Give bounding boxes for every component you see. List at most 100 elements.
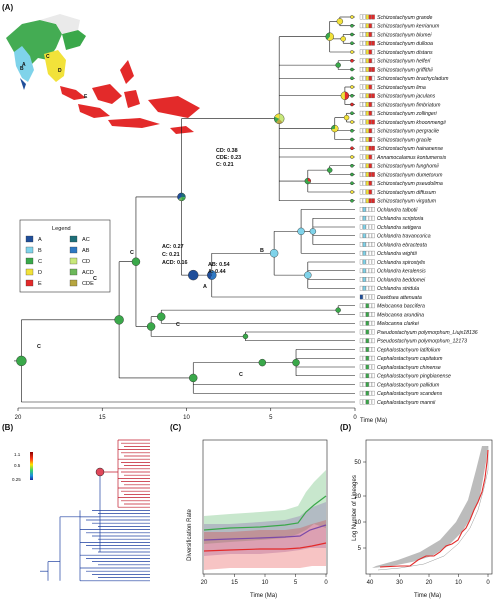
trait-box (359, 189, 375, 195)
region-map (6, 14, 200, 134)
rate-line-top (203, 495, 327, 531)
map-label-c: C (46, 54, 50, 60)
legend-swatch-acd (69, 268, 78, 276)
species-label: Ochlandra travancorica (377, 234, 431, 240)
species-label: Ochlandra ebracteata (377, 242, 427, 248)
ancestral-state-pie (350, 85, 354, 89)
panel-d-xtick: 0 (486, 580, 490, 586)
trait-box (359, 355, 375, 361)
time-axis: 20 15 10 5 0 Time (Ma) (15, 407, 387, 424)
ancestral-state-pie (350, 32, 354, 37)
time-axis-label: Time (Ma) (360, 418, 387, 424)
species-label: Schizostachyum dullooa (377, 41, 433, 47)
ancestral-state-pie (350, 67, 354, 72)
panel-d-ylabel: Log Number of Lineages (352, 475, 358, 541)
ancestral-state-pie (269, 249, 279, 258)
legend-label-e: E (38, 281, 42, 287)
legend-label-c: C (38, 259, 42, 265)
species-label: Ochlandra beddomei (377, 277, 426, 283)
ancestral-state-pie (304, 271, 312, 279)
trait-box (359, 180, 375, 186)
rate-scale-max: 1.1 (14, 452, 21, 457)
ancestral-state-pie (16, 355, 27, 367)
ancestral-state-pie (350, 111, 354, 116)
ltt-chart: 40 30 20 10 0 5 10 20 50 (354, 439, 493, 586)
ancestral-state-pie (350, 76, 354, 81)
ac-node-annotation: AC: 0.27 C: 0.21 ACD: 0.16 (162, 244, 187, 266)
species-label: Schizostachyum zollingeri (377, 111, 438, 117)
trait-box (359, 137, 375, 142)
ancestral-state-pie (350, 41, 354, 46)
ancestral-state-pie (350, 58, 354, 63)
ancestral-state-pie (335, 307, 341, 313)
legend-swatch-a (25, 235, 34, 243)
legend-swatch-cde (69, 279, 78, 287)
panel-label-a: (A) (2, 3, 13, 12)
species-label: Schizostachyum helferi (377, 59, 431, 65)
species-label: Cephalostachyum capitatum (377, 356, 443, 362)
trait-box (359, 312, 375, 317)
species-label: Melocanna baccifera (377, 304, 425, 310)
species-label: Cephalostachyum pallidum (377, 382, 440, 388)
time-tick-label: 5 (269, 415, 273, 421)
trait-box (359, 338, 375, 344)
ancestral-state-pie (350, 120, 354, 124)
species-label: Schizostachyum diffusum (377, 190, 436, 196)
clade-label-c2: C (93, 276, 97, 282)
time-tick-label: 15 (99, 415, 106, 421)
species-label: Schizostachyum distans (377, 50, 433, 56)
trait-box (359, 373, 375, 379)
trait-box (359, 268, 375, 274)
trait-box (359, 93, 375, 99)
legend-title: Legend (52, 226, 71, 232)
ancestral-state-pie (350, 172, 354, 177)
clade-label-c5: C (239, 372, 243, 378)
panel-c-ylabel: Diversification Rate (187, 508, 193, 560)
phylogeny-tree (14, 15, 355, 403)
panel-c-xtick: 5 (294, 580, 298, 586)
species-label: Schizostachyum fimbriatum (377, 102, 441, 108)
ancestral-state-pie (157, 312, 166, 321)
ancestral-state-pie (350, 15, 354, 19)
species-label: Ochlandra setigera (377, 225, 421, 231)
ancestral-state-pie (331, 124, 339, 133)
panel-c-xtick: 0 (324, 580, 328, 586)
trait-box (359, 303, 375, 309)
trait-box (359, 14, 375, 20)
ancestral-state-pie (189, 373, 198, 383)
trait-box (359, 128, 375, 134)
map-label-b: B (20, 66, 24, 72)
ancestral-state-pie (258, 358, 267, 367)
panel-d-xtick: 20 (426, 580, 433, 586)
species-label: Pseudostachyum polymorphum_Liujx18136 (377, 330, 478, 336)
annotation-c2: C: 0.21 (162, 252, 180, 258)
annotation-a: A: 0.44 (208, 269, 226, 275)
rate-line-bottom (203, 542, 327, 552)
trait-box (359, 207, 375, 212)
trait-box (359, 390, 375, 396)
ancestral-state-pie (350, 190, 354, 194)
panel-c-xtick: 20 (201, 580, 208, 586)
legend: Legend A AC B AB C CD D ACD E CDE (19, 219, 111, 293)
panel-label-c: (C) (170, 423, 181, 432)
ancestral-state-pie (350, 102, 354, 107)
legend-label-ac: AC (82, 237, 90, 243)
trait-box (359, 145, 375, 151)
time-tick-label: 10 (183, 415, 190, 421)
panel-label-b: (B) (2, 423, 13, 432)
trait-boxes (359, 14, 375, 405)
ancestral-state-pie (327, 167, 333, 173)
trait-box (359, 40, 375, 46)
legend-swatch-d (25, 268, 34, 276)
trait-box (359, 233, 375, 239)
trait-box (359, 154, 375, 160)
legend-label-ab: AB (82, 248, 90, 254)
trait-box (359, 215, 375, 221)
panel-d-ytick: 50 (354, 460, 361, 466)
ancestral-state-pie (309, 228, 317, 235)
species-label: Schizostachyum jaculans (377, 94, 436, 100)
rate-scale-mid: 0.5 (14, 463, 21, 468)
clade-label-c4: C (176, 322, 180, 328)
legend-label-a: A (38, 237, 42, 243)
